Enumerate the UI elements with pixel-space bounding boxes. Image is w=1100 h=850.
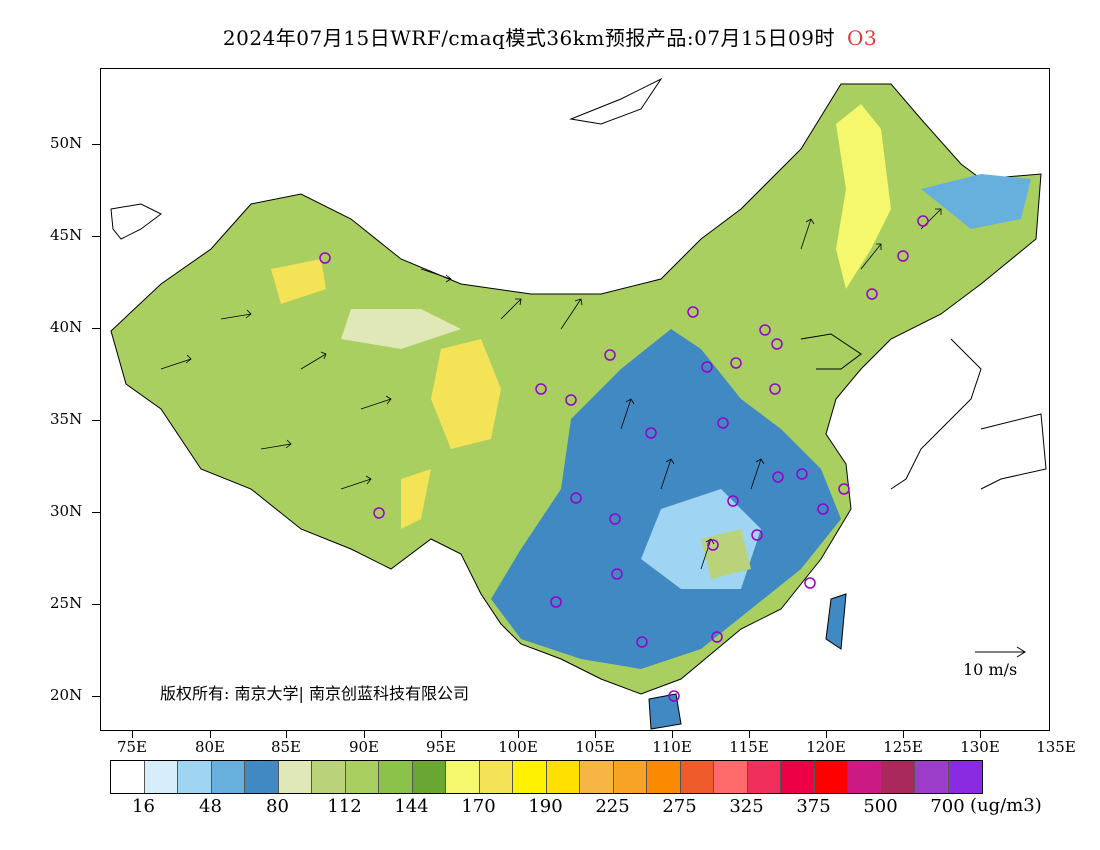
lat-tick — [92, 512, 100, 513]
map-title: 2024年07月15日WRF/cmaq模式36km预报产品:07月15日09时 O… — [0, 22, 1100, 51]
legend-swatch — [747, 761, 781, 793]
lon-tick — [518, 731, 519, 738]
coastline — [110, 77, 1047, 490]
lon-label-95e: 95E — [425, 738, 457, 756]
wind-vectors — [160, 208, 942, 570]
legend-swatch — [178, 761, 212, 793]
lon-tick — [749, 731, 750, 738]
lon-tick — [132, 731, 133, 738]
legend-label: 225 — [595, 796, 630, 817]
pollutant-label: O3 — [846, 26, 878, 50]
units-label: (ug/m3) — [970, 795, 1042, 816]
lat-label-35n: 35N — [50, 410, 83, 428]
lon-tick — [595, 731, 596, 738]
lon-label-110e: 110E — [652, 738, 692, 756]
lon-tick — [903, 731, 904, 738]
legend-swatch — [211, 761, 245, 793]
lon-tick — [826, 731, 827, 738]
lat-tick — [92, 328, 100, 329]
legend-swatch — [479, 761, 513, 793]
legend-label: 325 — [729, 796, 764, 817]
legend-swatch — [848, 761, 882, 793]
forecast-map — [110, 77, 1047, 730]
legend-label: 700 — [930, 796, 965, 817]
legend-label: 16 — [132, 796, 155, 817]
lat-label-25n: 25N — [50, 594, 83, 612]
lon-label-125e: 125E — [883, 738, 923, 756]
legend-swatch — [714, 761, 748, 793]
legend-label: 275 — [662, 796, 697, 817]
lat-tick — [92, 604, 100, 605]
lon-tick — [441, 731, 442, 738]
lat-label-50n: 50N — [50, 134, 83, 152]
lat-tick — [92, 420, 100, 421]
lon-tick — [672, 731, 673, 738]
legend-swatch — [948, 761, 982, 793]
lat-label-30n: 30N — [50, 502, 83, 520]
lat-tick — [92, 696, 100, 697]
legend-swatch — [245, 761, 279, 793]
lat-label-20n: 20N — [50, 686, 83, 704]
lon-label-130e: 130E — [960, 738, 1000, 756]
legend-swatch — [412, 761, 446, 793]
lon-label-80e: 80E — [194, 738, 226, 756]
wind-reference-arrow — [975, 646, 1026, 658]
legend-swatch — [814, 761, 848, 793]
legend-swatch — [446, 761, 480, 793]
lon-label-120e: 120E — [806, 738, 846, 756]
lon-tick — [210, 731, 211, 738]
wind-reference-label: 10 m/s — [963, 660, 1018, 679]
lat-label-45n: 45N — [50, 226, 83, 244]
legend-swatch — [345, 761, 379, 793]
lon-label-100e: 100E — [498, 738, 538, 756]
legend-swatch — [580, 761, 614, 793]
legend-swatch — [647, 761, 681, 793]
lon-label-105e: 105E — [575, 738, 615, 756]
lat-label-40n: 40N — [50, 318, 83, 336]
lat-tick — [92, 236, 100, 237]
legend-label: 190 — [528, 796, 563, 817]
lat-tick — [92, 144, 100, 145]
legend-swatch — [680, 761, 714, 793]
copyright-note: 版权所有: 南京大学| 南京创蓝科技有限公司 — [160, 684, 469, 703]
title-text: 2024年07月15日WRF/cmaq模式36km预报产品:07月15日09时 — [222, 26, 835, 50]
legend-swatch — [111, 761, 145, 793]
legend-swatch — [513, 761, 547, 793]
legend-label: 112 — [327, 796, 362, 817]
taiwan-island — [825, 593, 847, 650]
legend-label: 170 — [461, 796, 496, 817]
lon-label-85e: 85E — [270, 738, 302, 756]
legend-swatch — [278, 761, 312, 793]
lon-label-115e: 115E — [729, 738, 769, 756]
legend-label: 375 — [796, 796, 831, 817]
legend-label: 80 — [266, 796, 289, 817]
legend-swatch — [915, 761, 949, 793]
legend-swatch — [546, 761, 580, 793]
lon-label-90e: 90E — [348, 738, 380, 756]
lon-tick — [980, 731, 981, 738]
legend-swatch — [781, 761, 815, 793]
legend-label: 500 — [863, 796, 898, 817]
legend-label: 144 — [394, 796, 429, 817]
lon-tick — [286, 731, 287, 738]
lon-label-75e: 75E — [116, 738, 148, 756]
station-markers — [319, 215, 929, 702]
legend-swatch — [379, 761, 413, 793]
legend-label: 48 — [199, 796, 222, 817]
legend-swatch — [881, 761, 915, 793]
china-landmass — [110, 83, 1042, 695]
lon-tick — [364, 731, 365, 738]
map-panel[interactable] — [100, 68, 1050, 731]
lon-label-135e: 135E — [1036, 738, 1076, 756]
legend-swatch — [613, 761, 647, 793]
color-legend — [110, 760, 983, 794]
legend-swatch — [144, 761, 178, 793]
hainan-island — [648, 693, 682, 730]
legend-swatch — [312, 761, 346, 793]
